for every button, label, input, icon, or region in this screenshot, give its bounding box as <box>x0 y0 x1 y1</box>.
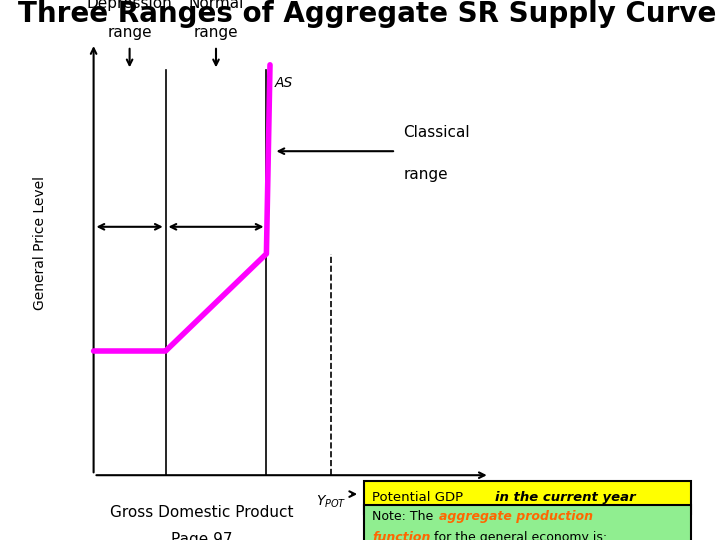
FancyBboxPatch shape <box>364 481 691 514</box>
Text: in the current year: in the current year <box>495 491 635 504</box>
Text: Gross Domestic Product: Gross Domestic Product <box>110 505 293 520</box>
Text: $Y_{POT}$: $Y_{POT}$ <box>316 494 346 510</box>
FancyBboxPatch shape <box>364 505 691 540</box>
Text: General Price Level: General Price Level <box>32 176 47 310</box>
Text: Three Ranges of Aggregate SR Supply Curve: Three Ranges of Aggregate SR Supply Curv… <box>18 0 716 28</box>
Text: function: function <box>372 531 431 540</box>
Text: AS: AS <box>275 76 293 90</box>
Text: Potential GDP: Potential GDP <box>372 491 467 504</box>
Text: aggregate production: aggregate production <box>439 510 593 523</box>
Text: range: range <box>194 25 238 40</box>
Text: Normal: Normal <box>189 0 243 11</box>
Text: Note: The: Note: The <box>372 510 438 523</box>
Text: Depression: Depression <box>86 0 173 11</box>
Text: range: range <box>107 25 152 40</box>
Text: Page 97: Page 97 <box>171 532 233 540</box>
Text: Classical: Classical <box>403 125 470 140</box>
Text: range: range <box>403 167 448 183</box>
Text: for the general economy is:: for the general economy is: <box>430 531 607 540</box>
